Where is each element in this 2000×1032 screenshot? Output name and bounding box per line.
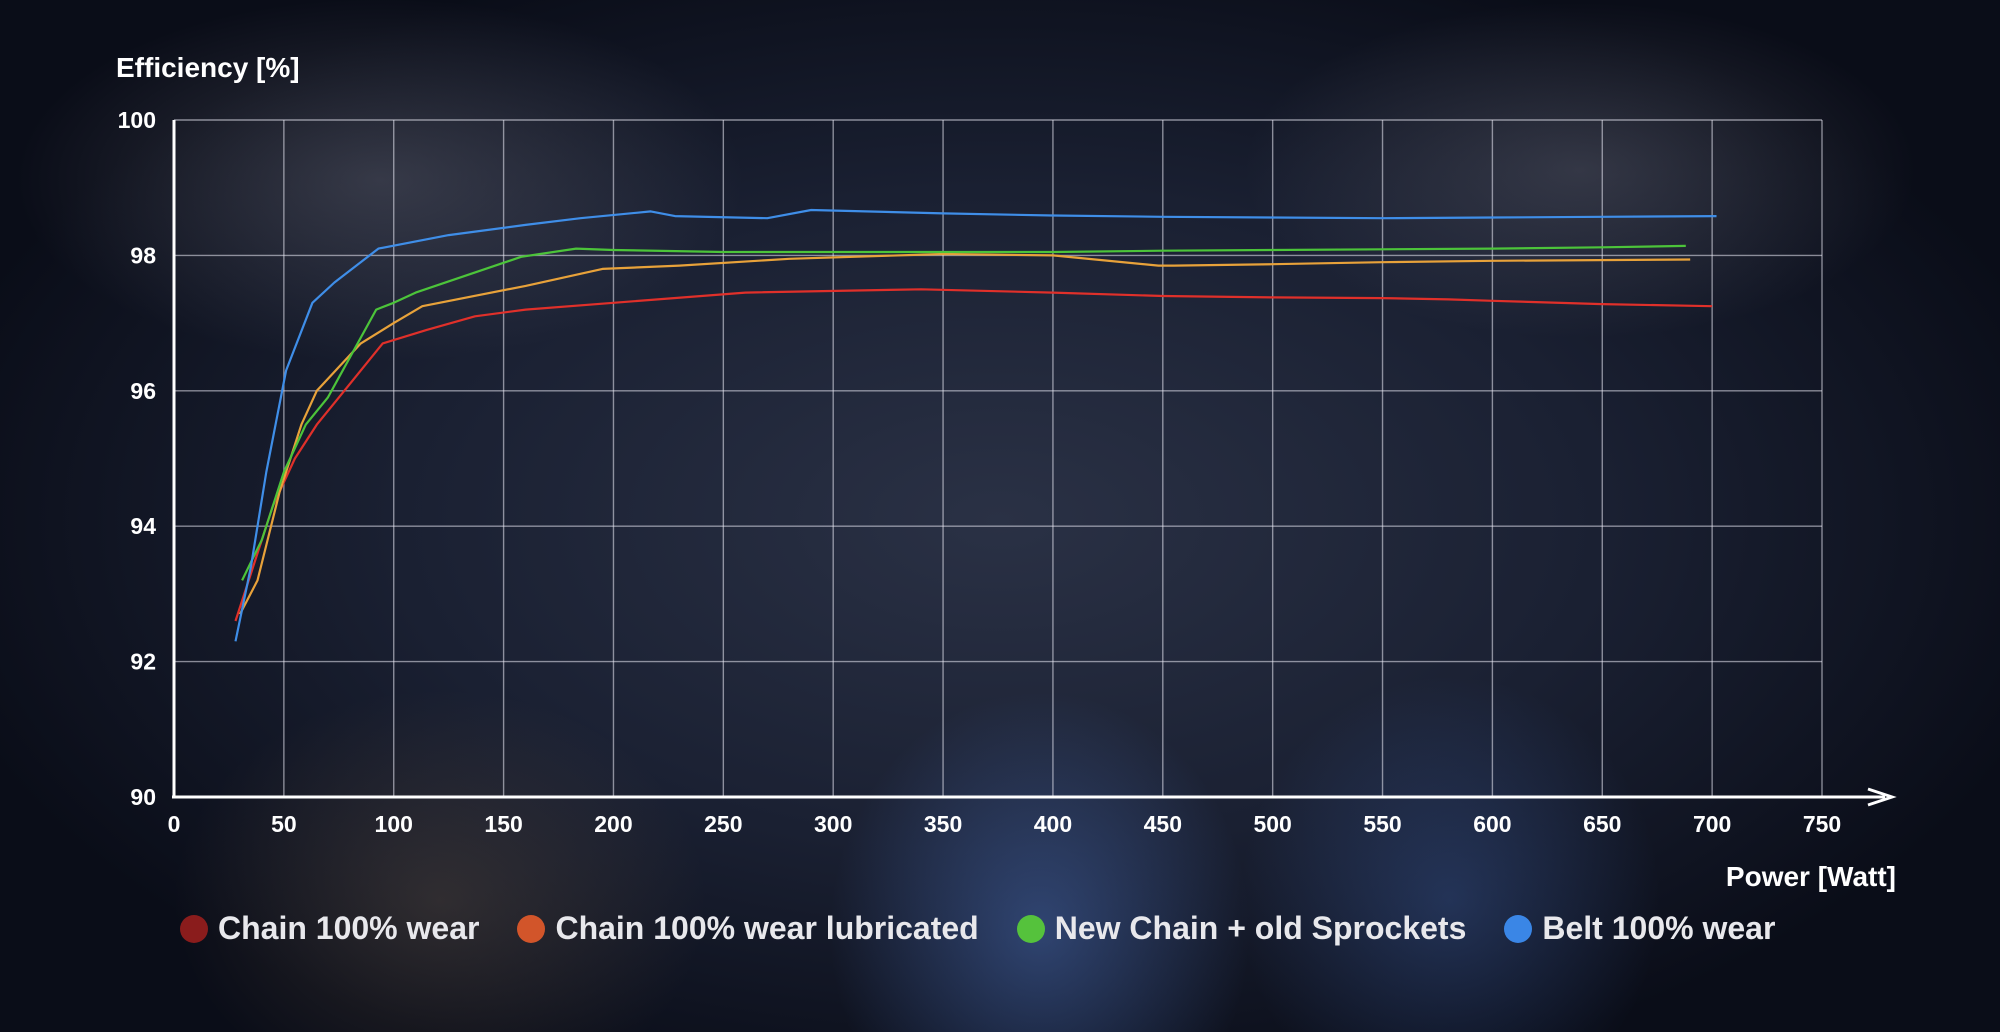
legend-item: Chain 100% wear lubricated xyxy=(517,910,979,947)
legend-label: Belt 100% wear xyxy=(1542,910,1776,946)
series-line-4 xyxy=(234,208,1717,642)
y-tick-labels: 90 92 94 96 98 100 xyxy=(118,107,157,810)
legend: Chain 100% wear Chain 100% wear lubricate… xyxy=(180,910,1775,947)
y-tick-label: 92 xyxy=(130,649,156,675)
y-tick-label: 90 xyxy=(130,784,156,810)
legend-dot-icon xyxy=(1504,914,1533,943)
x-tick-label: 600 xyxy=(1473,811,1511,837)
x-tick-label: 0 xyxy=(168,811,181,837)
x-tick-label: 650 xyxy=(1583,811,1621,837)
x-tick-label: 250 xyxy=(704,811,742,837)
x-tick-label: 50 xyxy=(271,811,297,837)
grid xyxy=(174,119,1823,797)
x-tick-label: 400 xyxy=(1034,811,1072,837)
axes xyxy=(172,120,1897,807)
legend-label: Chain 100% wear xyxy=(218,910,480,946)
y-tick-label: 100 xyxy=(118,107,156,133)
x-tick-label: 150 xyxy=(484,811,522,837)
series-lines xyxy=(234,208,1717,642)
x-tick-label: 700 xyxy=(1693,811,1731,837)
x-tick-labels: 0 50 100 150 200 250 300 350 400 450 500 550 600 650 7… xyxy=(168,811,1842,837)
x-tick-label: 500 xyxy=(1253,811,1291,837)
x-tick-label: 300 xyxy=(814,811,852,837)
x-tick-label: 200 xyxy=(594,811,632,837)
series-line-1 xyxy=(234,288,1713,622)
legend-label: Chain 100% wear lubricated xyxy=(555,910,979,946)
legend-item: New Chain + old Sprockets xyxy=(1016,910,1467,947)
x-tick-label: 550 xyxy=(1363,811,1401,837)
x-tick-label: 750 xyxy=(1803,811,1841,837)
x-axis-arrowhead xyxy=(1867,787,1897,807)
legend-item: Chain 100% wear xyxy=(180,910,479,947)
legend-dot-icon xyxy=(517,914,546,943)
y-tick-label: 94 xyxy=(130,513,156,539)
x-tick-label: 350 xyxy=(924,811,962,837)
y-tick-label: 96 xyxy=(130,378,156,404)
series-line-2 xyxy=(238,252,1691,615)
legend-label: New Chain + old Sprockets xyxy=(1054,910,1467,946)
x-tick-label: 450 xyxy=(1144,811,1182,837)
y-axis-label: Efficiency [%] xyxy=(116,52,300,83)
legend-dot-icon xyxy=(180,914,208,943)
x-axis-label: Power [Watt] xyxy=(1726,861,1896,892)
y-tick-label: 98 xyxy=(130,242,156,268)
x-tick-label: 100 xyxy=(375,811,413,837)
legend-dot-icon xyxy=(1016,914,1045,943)
series-line-3 xyxy=(241,244,1686,581)
legend-item: Belt 100% wear xyxy=(1504,910,1775,947)
